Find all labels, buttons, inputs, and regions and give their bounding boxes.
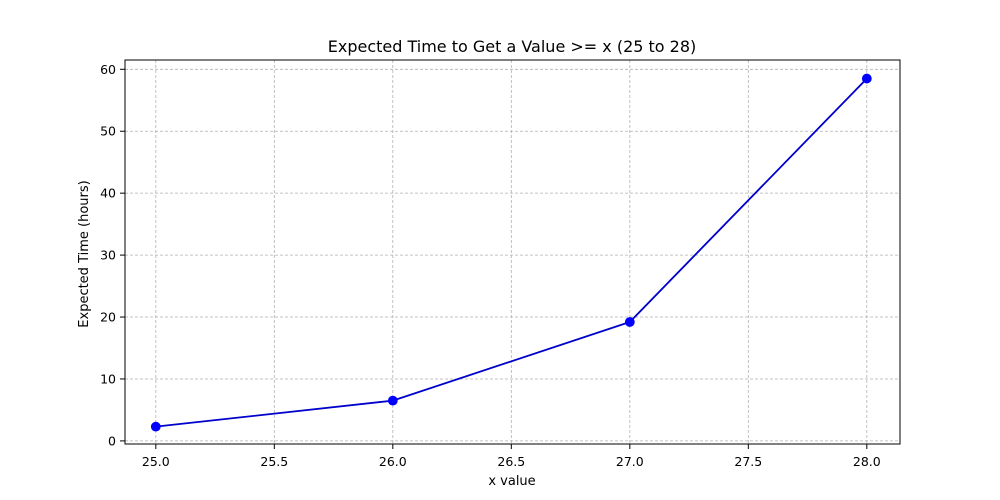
x-tick-label: 26.0 <box>379 454 407 469</box>
x-tick-label: 28.0 <box>853 454 881 469</box>
data-point <box>861 73 872 84</box>
x-axis-label: x value <box>488 474 535 489</box>
y-tick-label: 10 <box>100 371 116 386</box>
data-point <box>387 395 398 406</box>
series-layer <box>150 73 872 432</box>
y-tick-label: 0 <box>108 433 116 448</box>
x-tick-label: 27.5 <box>734 454 762 469</box>
y-tick-label: 50 <box>100 124 116 139</box>
x-tick-label: 27.0 <box>616 454 644 469</box>
y-tick-label: 40 <box>100 186 116 201</box>
x-tick-label: 26.5 <box>497 454 525 469</box>
series-line <box>154 77 868 428</box>
data-point <box>150 421 161 432</box>
plot-frame <box>124 59 901 445</box>
y-tick-label: 20 <box>100 310 116 325</box>
y-tick-label: 60 <box>100 62 116 77</box>
y-axis-label: Expected Time (hours) <box>77 180 92 327</box>
x-tick-label: 25.5 <box>260 454 288 469</box>
x-tick-label: 25.0 <box>142 454 170 469</box>
tick-layer: 25.0 25.5 26.0 26.5 27.0 27.5 28.0 0 10 20 30 40 50 6… <box>100 62 881 469</box>
y-tick-label: 30 <box>100 248 116 263</box>
data-point <box>624 317 635 327</box>
grid-layer <box>125 60 900 444</box>
chart-title: Expected Time to Get a Value >= x (25 to… <box>328 37 697 56</box>
